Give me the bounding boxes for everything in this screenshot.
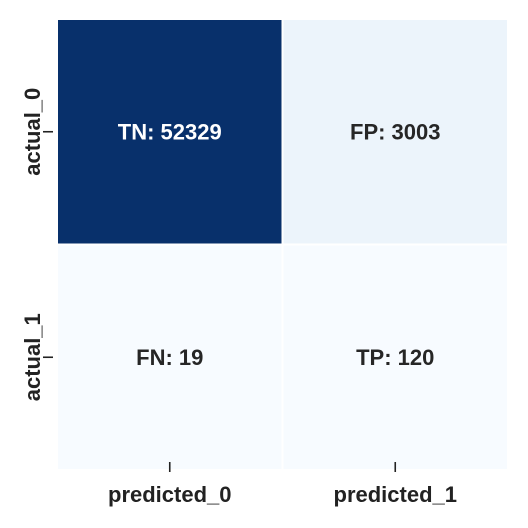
y-tick-label: actual_1 — [20, 313, 45, 401]
y-tick-label: actual_0 — [20, 88, 45, 176]
x-tick-label: predicted_0 — [108, 482, 232, 507]
cell-value-label: FN: 19 — [136, 345, 203, 370]
heatmap-cell-actual_1-predicted_1 — [281, 243, 509, 471]
cell-value-label: TN: 52329 — [118, 119, 222, 144]
heatmap-axes: predicted_0 predicted_1 actual_0 actual_1 — [20, 88, 457, 507]
cell-value-label: TP: 120 — [356, 345, 434, 370]
heatmap-cell-actual_1-predicted_0 — [56, 243, 284, 471]
heatmap-cell-actual_0-predicted_0 — [56, 18, 284, 246]
x-tick-label: predicted_1 — [334, 482, 458, 507]
heatmap-cell-labels: TN: 52329 FP: 3003 FN: 19 TP: 120 — [118, 119, 441, 370]
cell-value-label: FP: 3003 — [350, 119, 441, 144]
heatmap-cells — [56, 18, 509, 471]
heatmap-cell-actual_0-predicted_1 — [281, 18, 509, 246]
